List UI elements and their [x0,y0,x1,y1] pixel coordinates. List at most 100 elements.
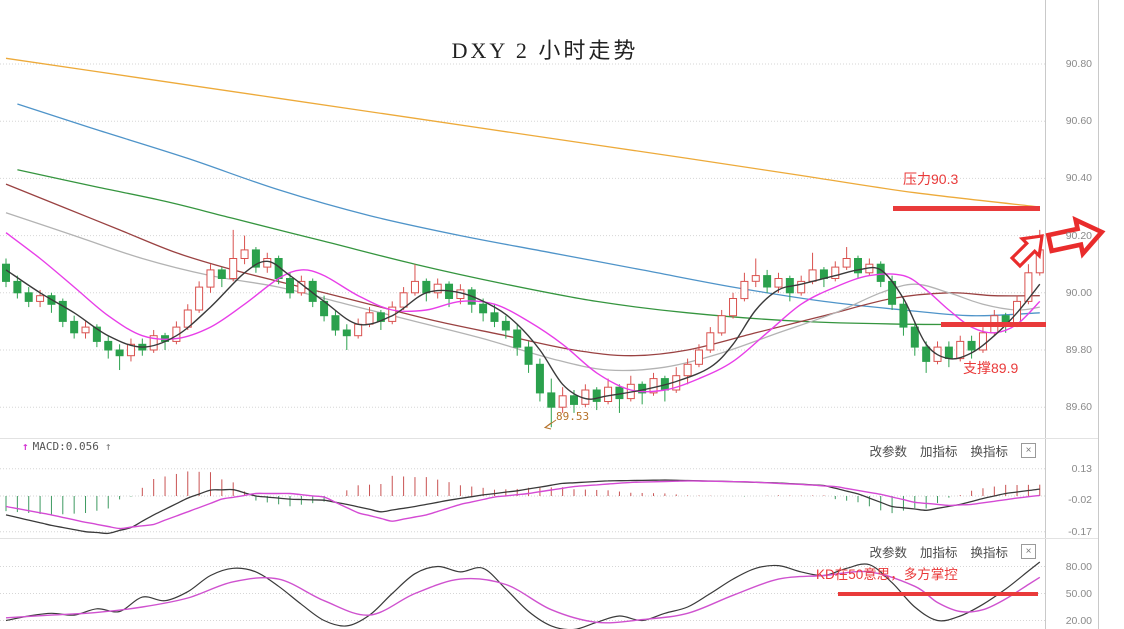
candle-body [513,329,522,348]
candle-body [694,349,703,365]
candle-body [13,280,22,294]
close-indicator-button[interactable]: × [1021,544,1036,559]
add-indicator-button[interactable]: 加指标 [919,445,958,459]
candle-body [570,395,578,405]
switch-indicator-button[interactable]: 换指标 [970,546,1008,560]
candle-body [149,335,158,351]
macd-indicator-label: ↑ MACD:0.056 ↑ [22,440,111,453]
candle-body [195,286,204,311]
candle-body [251,249,260,268]
candle-body [740,280,749,300]
candle-body [797,280,806,294]
candle-body [342,329,351,337]
candle-body [24,292,33,302]
price-tick-label: 90.60 [1065,115,1092,128]
candle-body [490,312,499,322]
candle-body [58,300,67,322]
candle-body [922,346,931,362]
candle-body [729,298,738,317]
candle-body [592,389,601,402]
ma-line-ma20 [5,212,1040,372]
close-indicator-button[interactable]: × [1021,443,1036,458]
candle-body [104,340,113,351]
support-annotation: 支撑89.9 [963,360,1019,376]
support-line [941,322,1046,327]
candle-body [479,303,488,314]
low-price-annotation: 89.53 [556,410,590,423]
candle-body [854,258,862,274]
resistance-line [893,206,1040,211]
candle-body [842,258,851,268]
kd-tick-label: 20.00 [1065,614,1092,627]
candle-body [547,392,556,408]
change-params-button[interactable]: 改参数 [869,546,907,560]
candle-body [92,326,101,342]
candle-body [286,278,294,294]
candle-body [831,266,840,280]
resistance-annotation: 压力90.3 [903,171,959,187]
candle-body [331,315,340,331]
candle-body [263,258,272,268]
price-tick-label: 90.80 [1065,58,1092,70]
kd-annotation: KD在50意思，多方掌控 [816,567,958,582]
candle-body [910,326,919,348]
macd-dif-line [5,479,1040,535]
ma-line-ma10 [5,232,1041,393]
add-indicator-button[interactable]: 加指标 [919,546,958,560]
candle-body [36,295,45,302]
candle-body [217,269,226,279]
candle-body [956,340,965,360]
kd-panel-controls: 改参数 加指标 换指标 × [869,542,1036,561]
ma-line-ma120 [17,103,1040,317]
trend-arrow-icon [1045,215,1106,259]
macd-tick-label: -0.02 [1068,494,1092,507]
candle-body [422,280,431,294]
low-price-arrow-icon [543,419,557,430]
candle-body [524,346,533,365]
kd-d-line [5,570,1041,624]
candle-body [308,280,317,302]
macd-panel-controls: 改参数 加指标 换指标 × [869,441,1036,460]
candle-body [978,332,987,351]
candle-body [501,320,510,331]
candle-body [649,378,658,394]
macd-value-label: MACD:0.056 [32,440,99,453]
macd-tick-label: 0.13 [1071,462,1092,475]
candle-body [751,275,760,282]
candle-body [581,389,590,405]
candle-body [808,269,817,282]
candle-body [717,315,726,334]
kd-tick-label: 80.00 [1065,560,1092,573]
candle-body [354,323,363,337]
candle-body [683,363,692,377]
ma-line-ma60 [17,169,1040,326]
candle-body [706,332,715,351]
price-tick-label: 90.00 [1065,286,1092,299]
candle-body [240,249,249,259]
candle-body [558,395,567,408]
kd-k-line [5,561,1041,629]
price-tick-label: 89.80 [1065,344,1092,356]
change-params-button[interactable]: 改参数 [869,445,907,459]
price-tick-label: 90.20 [1065,229,1092,242]
candle-body [410,280,419,294]
chart-title: DXY 2 小时走势 [451,38,639,63]
candle-body [126,343,135,357]
candle-body [774,278,783,288]
candle-body [535,363,544,394]
macd-up-arrow-icon: ↑ [104,440,112,453]
candle-body [615,386,624,400]
candle-body [70,320,79,334]
candle-body [433,283,442,294]
candle-body [1024,272,1033,302]
macd-dea-line [5,480,1040,530]
candle-body [206,269,215,288]
switch-indicator-button[interactable]: 换指标 [970,445,1008,459]
candle-body [876,263,885,282]
candle-body [115,349,124,357]
candle-body [899,303,908,328]
kd-tick-label: 50.00 [1065,587,1092,600]
ma-line-ma5 [5,260,1041,400]
